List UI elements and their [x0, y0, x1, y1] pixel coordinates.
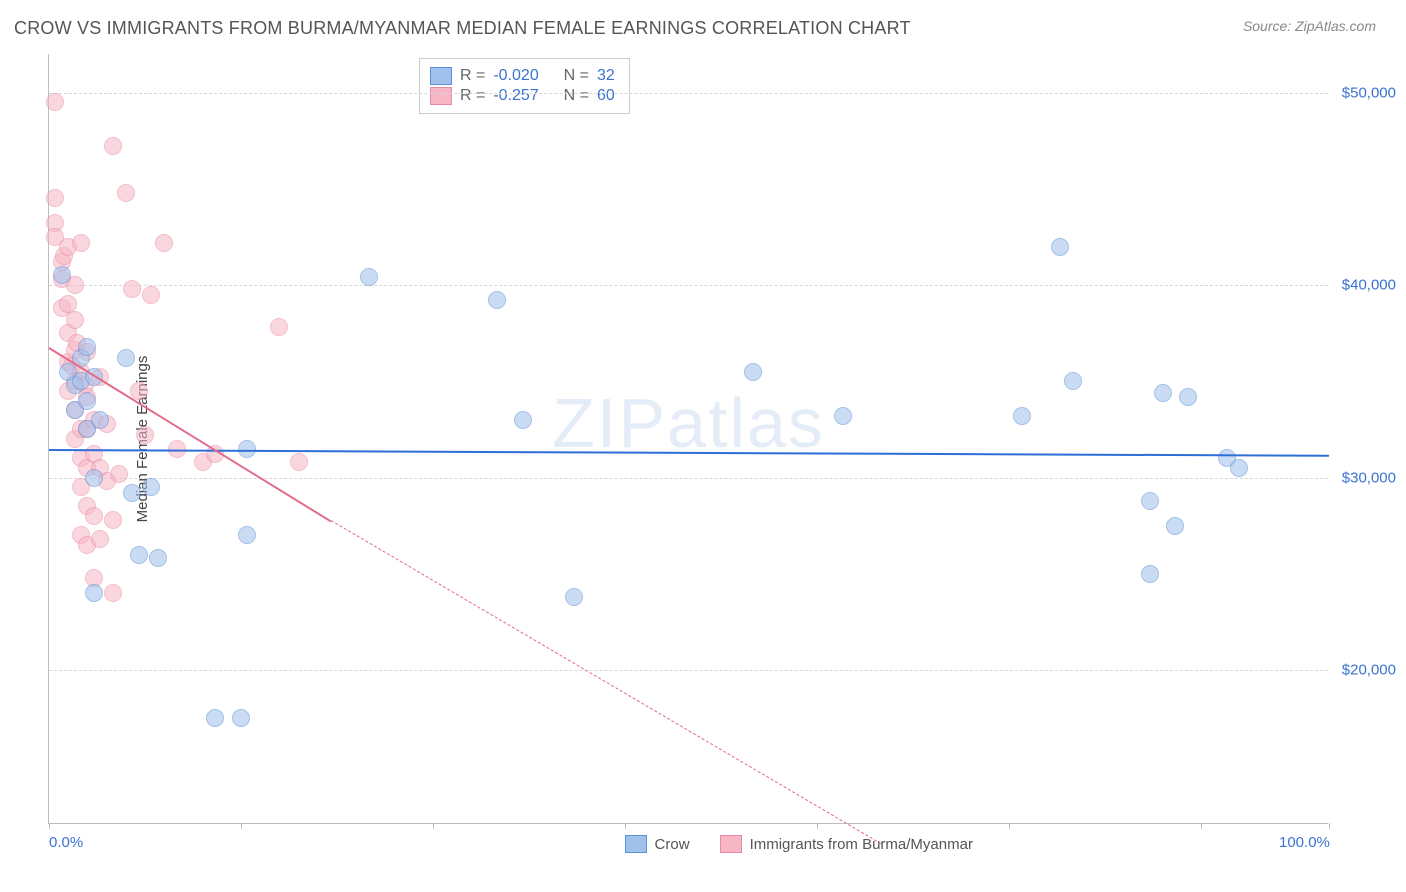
scatter-point	[1141, 565, 1159, 583]
y-tick-label: $30,000	[1342, 469, 1396, 486]
gridline	[49, 93, 1328, 94]
scatter-point	[142, 478, 160, 496]
stat-r-label: R =	[460, 67, 485, 85]
scatter-point	[123, 280, 141, 298]
scatter-point	[85, 507, 103, 525]
scatter-point	[72, 234, 90, 252]
scatter-point	[1141, 492, 1159, 510]
stat-n-label: N =	[564, 67, 589, 85]
scatter-point	[155, 234, 173, 252]
scatter-point	[66, 311, 84, 329]
scatter-point	[744, 363, 762, 381]
scatter-point	[1154, 384, 1172, 402]
scatter-point	[834, 407, 852, 425]
scatter-point	[85, 469, 103, 487]
y-tick-label: $40,000	[1342, 277, 1396, 294]
scatter-point	[290, 453, 308, 471]
scatter-point	[130, 546, 148, 564]
scatter-point	[110, 465, 128, 483]
scatter-point	[1166, 517, 1184, 535]
legend-swatch	[625, 835, 647, 853]
stat-r-value: -0.020	[493, 67, 538, 85]
x-tick	[817, 823, 818, 829]
x-tick	[241, 823, 242, 829]
stat-n-label: N =	[564, 87, 589, 105]
stat-r-label: R =	[460, 87, 485, 105]
stat-n-value: 32	[597, 67, 615, 85]
scatter-point	[360, 268, 378, 286]
scatter-point	[78, 392, 96, 410]
legend-item: Immigrants from Burma/Myanmar	[720, 835, 973, 853]
gridline	[49, 478, 1328, 479]
scatter-point	[149, 549, 167, 567]
scatter-point	[91, 411, 109, 429]
scatter-point	[1051, 238, 1069, 256]
scatter-point	[123, 484, 141, 502]
legend-item: Crow	[625, 835, 690, 853]
x-tick	[1009, 823, 1010, 829]
chart-plot-area: Median Female Earnings ZIPatlas R =-0.02…	[48, 54, 1328, 824]
correlation-stats-box: R = -0.020 N = 32 R = -0.257 N = 60	[419, 58, 630, 114]
scatter-point	[104, 137, 122, 155]
x-tick	[1329, 823, 1330, 829]
stat-r-value: -0.257	[493, 87, 538, 105]
stats-row: R = -0.020 N = 32	[430, 67, 615, 85]
scatter-point	[206, 709, 224, 727]
x-tick-label: 0.0%	[49, 834, 83, 851]
x-tick	[1201, 823, 1202, 829]
legend-label: Immigrants from Burma/Myanmar	[750, 836, 973, 853]
scatter-point	[85, 584, 103, 602]
scatter-point	[1013, 407, 1031, 425]
legend-swatch	[430, 67, 452, 85]
trend-line	[330, 520, 881, 844]
stats-row: R = -0.257 N = 60	[430, 87, 615, 105]
scatter-point	[117, 349, 135, 367]
x-tick	[433, 823, 434, 829]
legend-bottom: Crow Immigrants from Burma/Myanmar	[625, 835, 973, 853]
y-tick-label: $20,000	[1342, 662, 1396, 679]
scatter-point	[53, 266, 71, 284]
x-tick	[625, 823, 626, 829]
gridline	[49, 285, 1328, 286]
scatter-point	[117, 184, 135, 202]
chart-title: CROW VS IMMIGRANTS FROM BURMA/MYANMAR ME…	[14, 18, 911, 39]
scatter-point	[565, 588, 583, 606]
x-tick-label: 100.0%	[1279, 834, 1330, 851]
scatter-point	[46, 93, 64, 111]
legend-swatch	[430, 87, 452, 105]
scatter-point	[91, 530, 109, 548]
stat-n-value: 60	[597, 87, 615, 105]
scatter-point	[46, 189, 64, 207]
scatter-point	[1179, 388, 1197, 406]
scatter-point	[136, 426, 154, 444]
source-attribution: Source: ZipAtlas.com	[1243, 18, 1376, 34]
scatter-point	[142, 286, 160, 304]
legend-label: Crow	[655, 836, 690, 853]
scatter-point	[1064, 372, 1082, 390]
scatter-point	[232, 709, 250, 727]
scatter-point	[238, 526, 256, 544]
scatter-point	[514, 411, 532, 429]
scatter-point	[104, 584, 122, 602]
x-tick	[49, 823, 50, 829]
scatter-point	[1230, 459, 1248, 477]
scatter-point	[270, 318, 288, 336]
gridline	[49, 670, 1328, 671]
scatter-point	[488, 291, 506, 309]
scatter-point	[104, 511, 122, 529]
scatter-point	[78, 338, 96, 356]
scatter-point	[238, 440, 256, 458]
y-tick-label: $50,000	[1342, 84, 1396, 101]
legend-swatch	[720, 835, 742, 853]
